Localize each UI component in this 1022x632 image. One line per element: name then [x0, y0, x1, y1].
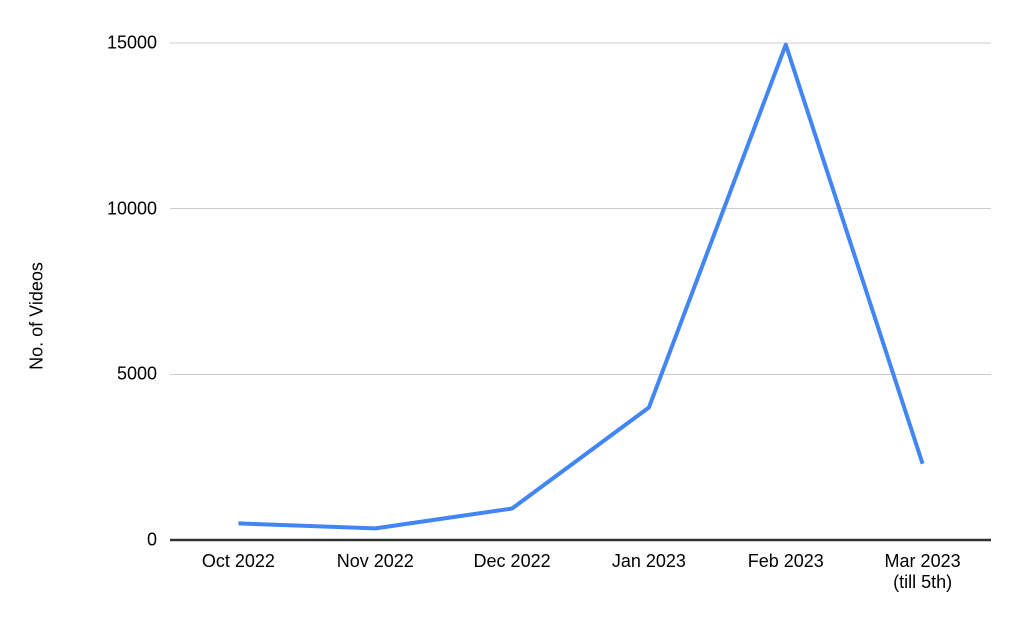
- y-tick-label: 5000: [116, 363, 157, 384]
- x-tick-label: Oct 2022: [201, 551, 275, 571]
- y-tick-label: 0: [146, 529, 157, 550]
- x-tick-label: Feb 2023: [747, 551, 824, 571]
- videos-data-line: [238, 42, 925, 531]
- y-tick-label: 15000: [106, 32, 157, 53]
- x-tick-label: Dec 2022: [473, 551, 551, 571]
- x-tick-label: Jan 2023: [611, 551, 686, 571]
- y-axis-title: No. of Videos: [26, 262, 47, 370]
- y-tick-label: 10000: [106, 198, 157, 219]
- x-tick-label: Mar 2023 (till 5th): [884, 551, 961, 592]
- x-tick-label: Nov 2022: [336, 551, 414, 571]
